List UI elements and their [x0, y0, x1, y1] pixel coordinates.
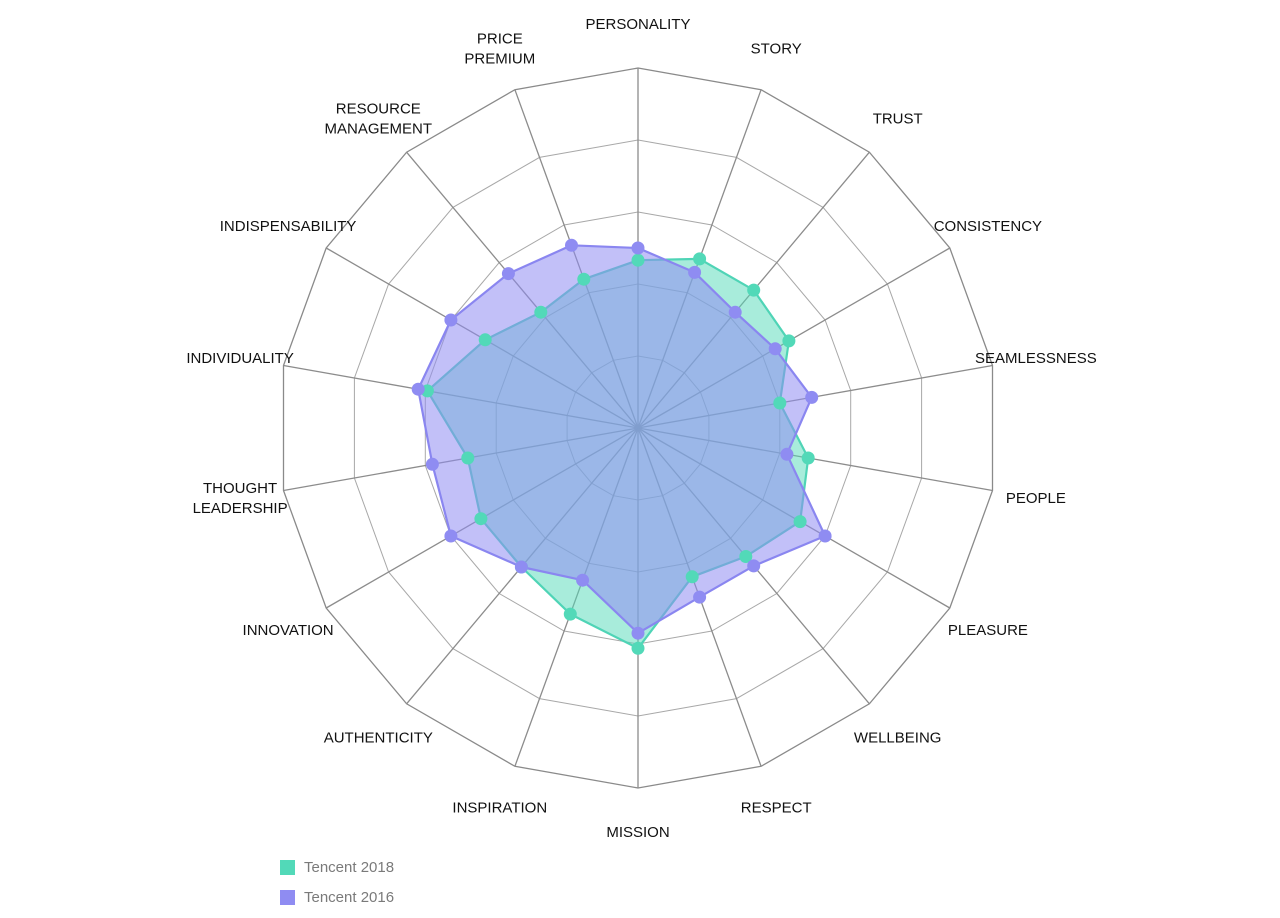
axis-label-line: PERSONALITY — [585, 16, 690, 33]
legend-swatch-2018 — [280, 859, 295, 875]
axis-label-line: RESPECT — [741, 800, 812, 817]
axis-label-respect: RESPECT — [741, 800, 812, 817]
axis-label-resource-management: RESOURCE MANAGEMENT — [325, 101, 433, 138]
axis-label-personality: PERSONALITY — [585, 16, 690, 33]
axis-label-line: INDISPENSABILITY — [220, 218, 357, 235]
axis-label-innovation: INNOVATION — [243, 622, 334, 639]
data-point-tencent-2016-price-premium — [565, 238, 578, 252]
data-point-tencent-2018-people — [801, 451, 815, 465]
data-point-tencent-2016-pleasure — [818, 529, 832, 543]
data-point-tencent-2018-inspiration — [563, 607, 577, 621]
data-point-tencent-2016-resource-management — [501, 267, 515, 281]
legend: Tencent 2018 Tencent 2016 — [280, 852, 394, 912]
axis-label-trust: TRUST — [873, 111, 923, 128]
axis-label-price-premium: PRICE PREMIUM — [464, 30, 535, 67]
data-point-tencent-2016-indispensability — [444, 313, 458, 327]
data-point-tencent-2018-consistency — [782, 334, 796, 348]
axis-label-mission: MISSION — [606, 824, 669, 841]
data-point-tencent-2018-respect — [685, 570, 699, 584]
axis-label-wellbeing: WELLBEING — [854, 730, 942, 747]
axis-label-line: THOUGHT — [203, 480, 277, 497]
axis-label-line: MISSION — [606, 824, 669, 841]
axis-label-people: PEOPLE — [1006, 490, 1066, 507]
legend-item-2016: Tencent 2016 — [280, 882, 394, 912]
radar-series — [411, 238, 832, 655]
axis-label-story: STORY — [751, 40, 802, 57]
axis-label-line: PRICE — [477, 30, 523, 47]
data-point-tencent-2018-thought-leadership — [461, 451, 475, 465]
data-point-tencent-2016-people — [780, 447, 794, 461]
data-point-tencent-2016-personality — [631, 241, 645, 255]
axis-label-line: SEAMLESSNESS — [975, 350, 1097, 367]
axis-label-authenticity: AUTHENTICITY — [324, 730, 433, 747]
axis-label-line: PREMIUM — [464, 50, 535, 67]
axis-label-seamlessness: SEAMLESSNESS — [975, 350, 1097, 367]
axis-label-line: INSPIRATION — [452, 800, 547, 817]
axis-label-consistency: CONSISTENCY — [934, 218, 1042, 235]
axis-label-line: PLEASURE — [948, 622, 1028, 639]
axis-label-line: STORY — [751, 40, 802, 57]
data-point-tencent-2018-personality — [631, 253, 645, 267]
data-point-tencent-2016-innovation — [444, 529, 458, 543]
data-point-tencent-2016-thought-leadership — [425, 457, 439, 471]
data-point-tencent-2016-seamlessness — [805, 390, 819, 404]
axis-label-line: WELLBEING — [854, 730, 942, 747]
axis-label-line: RESOURCE — [336, 101, 421, 118]
legend-label-2018: Tencent 2018 — [304, 858, 395, 876]
data-point-tencent-2016-story — [688, 265, 702, 279]
axis-label-line: INDIVIDUALITY — [186, 350, 294, 367]
axis-label-line: LEADERSHIP — [193, 500, 288, 517]
data-point-tencent-2016-consistency — [768, 342, 782, 356]
axis-label-pleasure: PLEASURE — [948, 622, 1028, 639]
data-point-tencent-2016-authenticity — [514, 560, 528, 574]
axis-label-line: INNOVATION — [243, 622, 334, 639]
data-point-tencent-2018-resource-management — [534, 305, 548, 319]
legend-label-2016: Tencent 2016 — [304, 888, 395, 906]
data-point-tencent-2018-story — [693, 252, 707, 266]
data-point-tencent-2018-pleasure — [793, 515, 807, 529]
axis-label-line: TRUST — [873, 111, 923, 128]
data-point-tencent-2016-respect — [693, 590, 707, 604]
data-point-tencent-2016-inspiration — [576, 573, 590, 587]
axis-label-line: AUTHENTICITY — [324, 730, 433, 747]
axis-label-line: CONSISTENCY — [934, 218, 1042, 235]
data-point-tencent-2016-individuality — [411, 382, 425, 396]
legend-swatch-2016 — [280, 889, 295, 905]
legend-item-2018: Tencent 2018 — [280, 852, 394, 882]
axis-label-thought-leadership: THOUGHT LEADERSHIP — [193, 480, 288, 517]
axis-label-line: PEOPLE — [1006, 490, 1066, 507]
data-point-tencent-2018-seamlessness — [773, 396, 787, 410]
data-point-tencent-2018-trust — [747, 283, 761, 297]
data-point-tencent-2016-mission — [631, 626, 645, 640]
data-point-tencent-2016-trust — [728, 305, 742, 319]
axis-label-indispensability: INDISPENSABILITY — [220, 218, 357, 235]
axis-labels: PERSONALITY STORY TRUST CONSISTENCY SEAMLESS… — [186, 16, 1096, 841]
axis-label-inspiration: INSPIRATION — [452, 800, 547, 817]
data-point-tencent-2018-wellbeing — [739, 550, 753, 563]
data-point-tencent-2018-innovation — [474, 512, 488, 526]
axis-label-individuality: INDIVIDUALITY — [186, 350, 294, 367]
data-point-tencent-2016-wellbeing — [747, 559, 761, 573]
data-point-tencent-2018-indispensability — [478, 333, 492, 347]
data-point-tencent-2018-price-premium — [577, 272, 591, 286]
axis-label-line: MANAGEMENT — [325, 121, 433, 138]
data-point-tencent-2018-mission — [631, 641, 645, 655]
